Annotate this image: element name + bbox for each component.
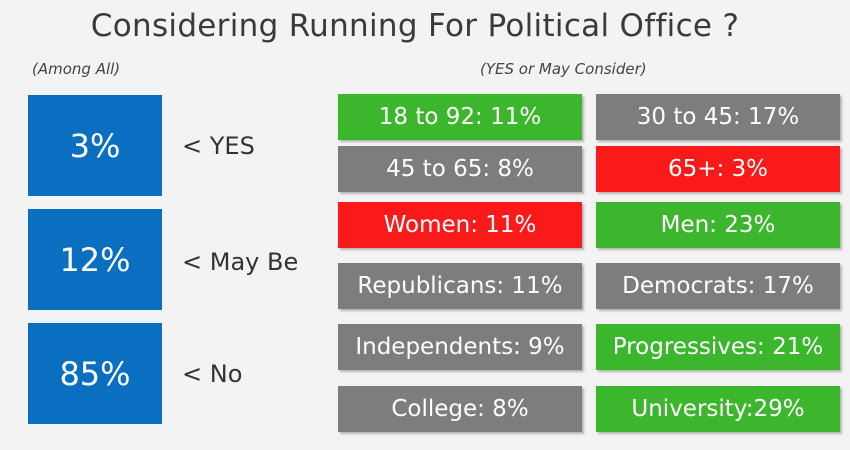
cell-18-to-92: 18 to 92: 11% [338,94,582,140]
cell-university: University:29% [596,386,840,432]
cell-65-plus: 65+: 3% [596,146,840,192]
cell-45-to-65: 45 to 65: 8% [338,146,582,192]
cell-women: Women: 11% [338,202,582,248]
cell-men: Men: 23% [596,202,840,248]
subtitle-yes-or-may-consider: (YES or May Consider) [480,60,647,78]
subtitle-among-all: (Among All) [32,60,121,78]
overall-no-value: 85% [28,323,162,424]
cell-democrats: Democrats: 17% [596,263,840,309]
chart-title: Considering Running For Political Office… [90,8,740,44]
overall-maybe-label: < May Be [182,248,299,276]
cell-independents: Independents: 9% [338,324,582,370]
overall-yes-value: 3% [28,95,162,196]
cell-30-to-45: 30 to 45: 17% [596,94,840,140]
overall-yes-label: < YES [182,132,255,160]
cell-progressives: Progressives: 21% [596,324,840,370]
cell-college: College: 8% [338,386,582,432]
cell-republicans: Republicans: 11% [338,263,582,309]
overall-maybe-value: 12% [28,209,162,310]
overall-no-label: < No [182,360,243,388]
